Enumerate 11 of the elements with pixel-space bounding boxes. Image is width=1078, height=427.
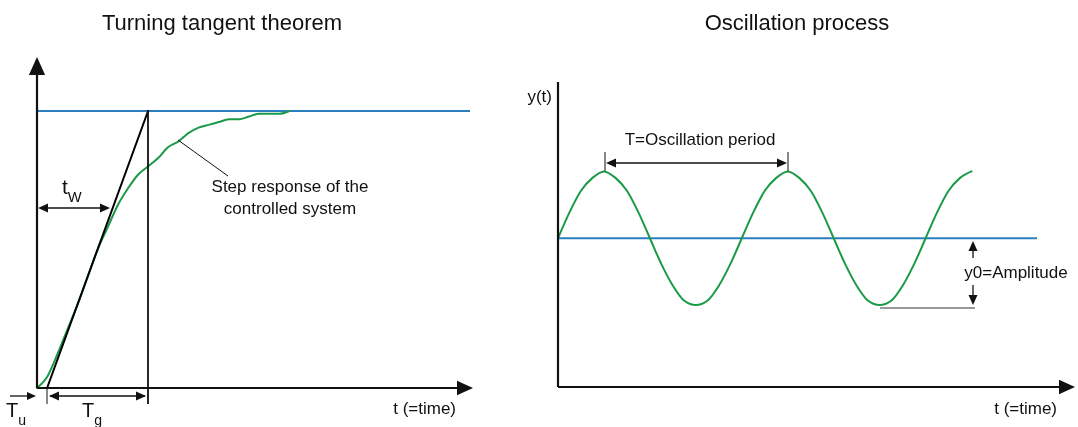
text: T$_{u}$ <box>6 399 27 427</box>
text: T=Oscillation period <box>624 130 776 149</box>
y-axis-title: y(t) <box>527 87 552 106</box>
chart-title: Turning tangent theorem <box>101 10 343 35</box>
annotation: y0=Amplitude <box>964 263 1068 282</box>
text: T$_{g}$ <box>82 399 103 427</box>
x-axis-title: t (=time) <box>994 399 1057 418</box>
annotation: Step response of the controlled system <box>211 177 369 218</box>
chart-title: Oscillation process <box>704 10 890 35</box>
x-axis-title: t (=time) <box>393 399 456 418</box>
annotation: t$_{W}$ <box>62 175 82 205</box>
